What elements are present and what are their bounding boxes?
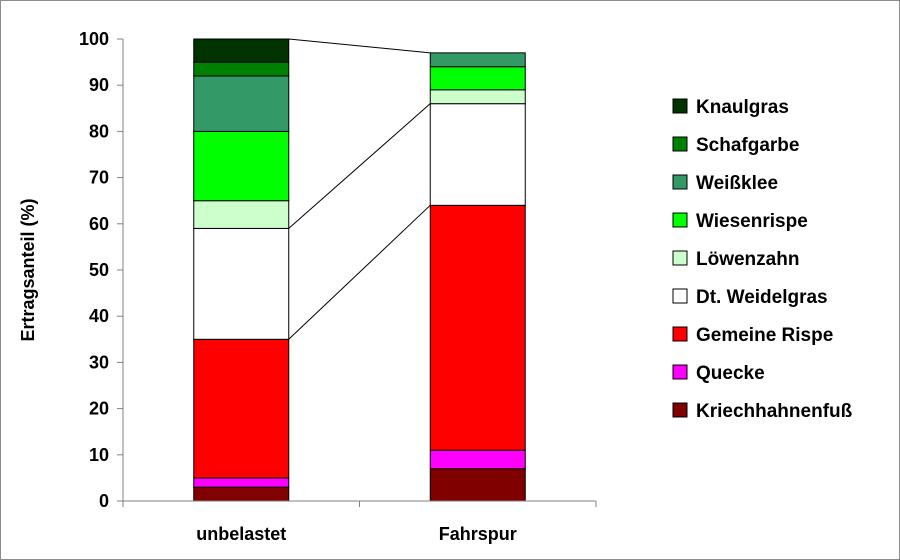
legend-item-weissklee: Weißklee bbox=[672, 173, 778, 194]
bar-segment-fahrspur-kriechhahnenfuss bbox=[429, 468, 526, 502]
y-tick-label-70: 70 bbox=[89, 168, 109, 188]
y-tick-label-80: 80 bbox=[89, 121, 109, 141]
bar-segment-unbelastet-quecke bbox=[193, 477, 290, 488]
legend-swatch-quecke bbox=[672, 364, 688, 380]
legend-swatch-schafgarbe bbox=[672, 136, 688, 152]
legend-label-wiesenrispe: Wiesenrispe bbox=[696, 211, 808, 232]
y-tick-label-40: 40 bbox=[89, 306, 109, 326]
y-tick-label-50: 50 bbox=[89, 260, 109, 280]
y-tick-label-20: 20 bbox=[89, 399, 109, 419]
axes bbox=[117, 38, 597, 507]
bar-segment-unbelastet-schafgarbe bbox=[193, 61, 290, 77]
legend-swatch-loewenzahn bbox=[672, 250, 688, 266]
bar-segment-fahrspur-loewenzahn bbox=[429, 89, 526, 105]
legend-item-loewenzahn: Löwenzahn bbox=[672, 249, 799, 270]
bar-segment-unbelastet-loewenzahn bbox=[193, 200, 290, 229]
legend-item-quecke: Quecke bbox=[672, 363, 765, 384]
y-tick-label-10: 10 bbox=[89, 445, 109, 465]
connector-lines bbox=[288, 38, 431, 340]
legend-item-dt-weidelgras: Dt. Weidelgras bbox=[672, 287, 828, 308]
connector-line-3 bbox=[288, 204, 431, 340]
bar-segment-fahrspur-wiesenrispe bbox=[429, 66, 526, 91]
bar-segment-fahrspur-dt-weidelgras bbox=[429, 103, 526, 206]
legend-item-schafgarbe: Schafgarbe bbox=[672, 135, 799, 156]
y-axis-title: Ertragsanteil (%) bbox=[18, 198, 38, 341]
legend-item-gemeine-rispe: Gemeine Rispe bbox=[672, 325, 833, 346]
legend-label-dt-weidelgras: Dt. Weidelgras bbox=[696, 287, 828, 308]
y-tick-labels: 0 10 20 30 40 50 60 70 80 90 100 bbox=[79, 29, 109, 511]
bar-segment-unbelastet-wiesenrispe bbox=[193, 130, 290, 202]
bar-segment-unbelastet-weissklee bbox=[193, 75, 290, 132]
legend-item-knaulgras: Knaulgras bbox=[672, 97, 789, 118]
y-tick-label-30: 30 bbox=[89, 352, 109, 372]
bar-segment-fahrspur-quecke bbox=[429, 449, 526, 470]
legend-swatch-weissklee bbox=[672, 174, 688, 190]
legend-swatch-wiesenrispe bbox=[672, 212, 688, 228]
legend: Knaulgras Schafgarbe Weißklee Wiesenrispe Lö… bbox=[672, 97, 853, 422]
y-tick-label-100: 100 bbox=[79, 29, 109, 49]
bar-segment-unbelastet-dt-weidelgras bbox=[193, 227, 290, 340]
legend-swatch-knaulgras bbox=[672, 98, 688, 114]
bar-segment-fahrspur-gemeine-rispe bbox=[429, 204, 526, 451]
legend-swatch-dt-weidelgras bbox=[672, 288, 688, 304]
legend-label-weissklee: Weißklee bbox=[696, 173, 778, 194]
legend-label-gemeine-rispe: Gemeine Rispe bbox=[696, 325, 833, 346]
connector-line-1 bbox=[288, 38, 431, 54]
legend-label-kriechhahnenfuss: Kriechhahnenfuß bbox=[696, 401, 853, 422]
connector-line-2 bbox=[288, 103, 431, 229]
legend-item-wiesenrispe: Wiesenrispe bbox=[672, 211, 808, 232]
legend-label-knaulgras: Knaulgras bbox=[696, 97, 789, 118]
legend-swatch-kriechhahnenfuss bbox=[672, 402, 688, 418]
bars bbox=[193, 38, 526, 502]
y-tick-label-90: 90 bbox=[89, 75, 109, 95]
legend-swatch-gemeine-rispe bbox=[672, 326, 688, 342]
x-tick-labels: unbelastet Fahrspur bbox=[196, 524, 517, 544]
legend-label-quecke: Quecke bbox=[696, 363, 765, 384]
y-tick-label-0: 0 bbox=[99, 491, 109, 511]
x-tick-label-fahrspur: Fahrspur bbox=[439, 524, 517, 544]
legend-label-schafgarbe: Schafgarbe bbox=[696, 135, 799, 156]
bar-segment-fahrspur-weissklee bbox=[429, 52, 526, 68]
legend-label-loewenzahn: Löwenzahn bbox=[696, 249, 799, 270]
x-tick-label-unbelastet: unbelastet bbox=[196, 524, 286, 544]
bar-segment-unbelastet-kriechhahnenfuss bbox=[193, 486, 290, 502]
bar-segment-unbelastet-gemeine-rispe bbox=[193, 338, 290, 479]
bar-segment-unbelastet-knaulgras bbox=[193, 38, 290, 63]
legend-item-kriechhahnenfuss: Kriechhahnenfuß bbox=[672, 401, 853, 422]
y-tick-label-60: 60 bbox=[89, 214, 109, 234]
